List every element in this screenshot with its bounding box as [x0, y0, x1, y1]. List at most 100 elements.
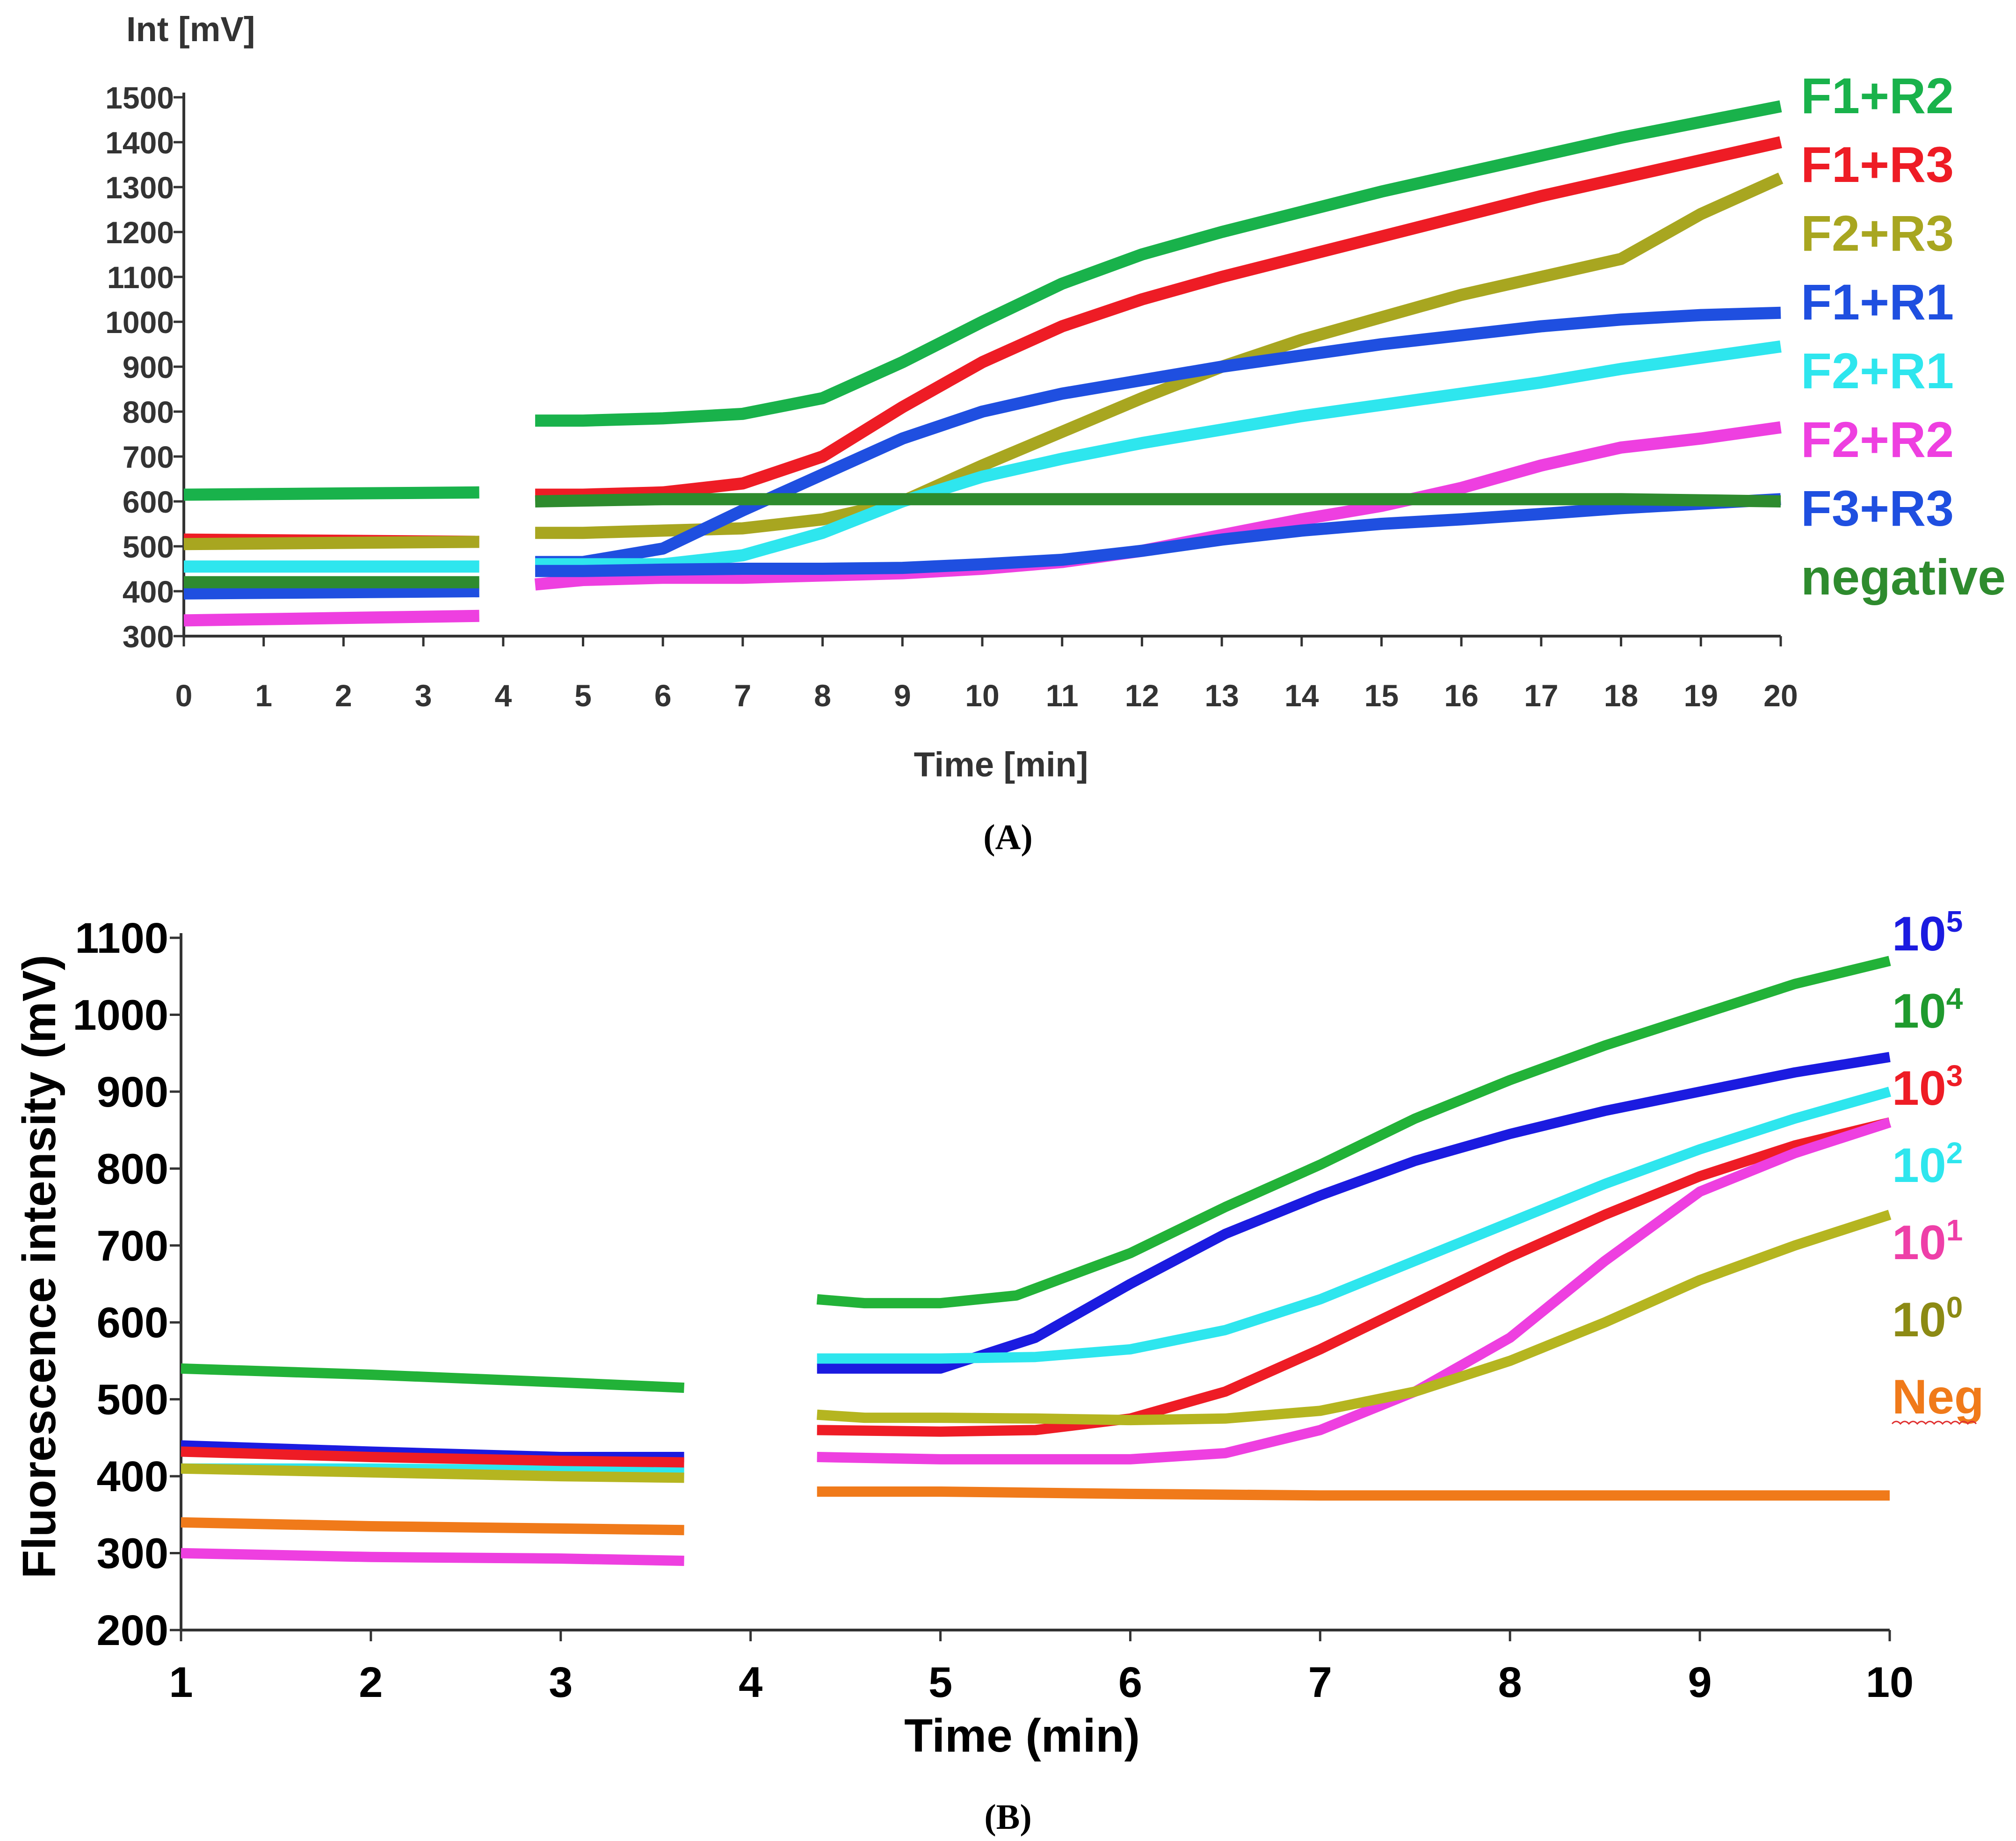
- panel-a-x-axis-label: Time [min]: [914, 745, 1088, 784]
- panel-a-legend: F1+R2 F1+R3 F2+R3 F1+R1 F2+R1 F2+R2 F3+R3 negat…: [1801, 67, 2006, 605]
- x-tick-label: 8: [1498, 1659, 1522, 1706]
- y-tick-label: 400: [97, 1453, 169, 1500]
- legend-entry: 102: [1892, 1136, 1963, 1193]
- series-line-10-5: [817, 1052, 1891, 1374]
- legend-entry: F1+R1: [1801, 274, 1954, 330]
- panel-b-axes: 200 300 400 500 600 700 800 900 1000 1100 1 2 3 4 5 6 7 8…: [73, 914, 1914, 1706]
- x-tick-label: 7: [1308, 1659, 1332, 1706]
- y-tick-label: 800: [123, 395, 174, 429]
- panel-b-legend: 105 104 103 102 101 100 Neg: [1891, 905, 1984, 1425]
- x-tick-label: 4: [739, 1659, 762, 1706]
- legend-entry: Neg: [1892, 1370, 1984, 1424]
- panel-b-chart: Fluorescence intensity (mV) Time (min) 2…: [13, 905, 1984, 1837]
- y-tick-label: 900: [123, 350, 174, 384]
- legend-entry: 103: [1892, 1059, 1963, 1116]
- x-tick-label: 1: [255, 678, 272, 713]
- y-tick-label: 700: [97, 1222, 169, 1270]
- x-tick-label: 15: [1364, 678, 1399, 713]
- y-tick-label: 1100: [75, 914, 168, 962]
- series-line-10-1: [181, 1548, 684, 1566]
- panel-a-series: [183, 100, 1784, 627]
- x-tick-label: 11: [1046, 678, 1079, 713]
- y-tick-label: 1300: [105, 170, 174, 205]
- y-tick-label: 1000: [105, 305, 174, 340]
- legend-entry: F2+R3: [1801, 205, 1954, 261]
- x-tick-label: 1: [169, 1659, 193, 1706]
- series-line-f2-r3: [183, 536, 479, 551]
- y-tick-label: 600: [123, 485, 174, 519]
- x-tick-label: 3: [549, 1659, 573, 1706]
- series-line-f1-r3: [535, 136, 1782, 501]
- legend-entry: 101: [1892, 1213, 1963, 1270]
- x-tick-label: 12: [1125, 678, 1159, 713]
- y-tick-label: 1400: [105, 125, 174, 160]
- y-tick-label: 1100: [107, 260, 174, 295]
- panel-b-y-axis-label: Fluorescence intensity (mV): [13, 955, 65, 1579]
- series-line-10-4: [181, 1363, 685, 1393]
- series-line-f1-r2: [535, 100, 1782, 427]
- panel-b-caption: (B): [984, 1798, 1031, 1837]
- series-line-f1-r2: [183, 486, 479, 501]
- x-tick-label: 9: [894, 678, 911, 713]
- panel-a-axes: 300 400 500 600 700 800 900 1000 1100 1200 1300 140…: [105, 80, 1798, 713]
- x-tick-label: 6: [654, 678, 672, 713]
- x-tick-label: 2: [359, 1659, 383, 1706]
- y-tick-label: 600: [97, 1299, 169, 1347]
- y-tick-label: 700: [123, 440, 174, 474]
- y-tick-label: 200: [97, 1607, 169, 1654]
- series-line-10-1: [817, 1117, 1892, 1464]
- y-tick-label: 1500: [105, 80, 174, 115]
- legend-entry: F1+R3: [1801, 136, 1954, 193]
- legend-entry: 100: [1892, 1290, 1963, 1347]
- y-tick-label: 300: [123, 619, 174, 654]
- x-tick-label: 14: [1284, 678, 1319, 713]
- panel-a-chart: Int [mV] Time [min] 300 400 500 600 700 800 90…: [105, 10, 2006, 857]
- y-tick-label: 900: [97, 1068, 169, 1116]
- legend-entry: F3+R3: [1801, 480, 1954, 536]
- panel-a-y-axis-label: Int [mV]: [126, 10, 255, 49]
- x-tick-label: 17: [1524, 678, 1558, 713]
- x-tick-label: 5: [928, 1659, 952, 1706]
- series-line-f2-r1: [535, 340, 1782, 571]
- legend-entry: F2+R1: [1801, 342, 1954, 399]
- x-tick-label: 19: [1684, 678, 1718, 713]
- series-line-10-3: [817, 1117, 1891, 1437]
- x-tick-label: 9: [1688, 1659, 1712, 1706]
- x-tick-label: 10: [965, 678, 999, 713]
- y-tick-label: 1200: [105, 215, 174, 250]
- x-tick-label: 8: [814, 678, 831, 713]
- y-tick-label: 500: [97, 1376, 169, 1424]
- x-tick-label: 16: [1444, 678, 1478, 713]
- series-line-10-3: [181, 1446, 684, 1468]
- x-tick-label: 3: [415, 678, 432, 713]
- series-line-10-4: [816, 956, 1891, 1309]
- series-line-f3-r3: [535, 493, 1781, 577]
- y-tick-label: 800: [97, 1145, 169, 1193]
- series-line-f1-r1: [535, 306, 1781, 568]
- y-tick-label: 300: [97, 1530, 169, 1578]
- legend-entry: negative: [1801, 549, 2006, 605]
- x-tick-label: 7: [734, 678, 752, 713]
- legend-entry: F2+R2: [1801, 411, 1954, 468]
- series-line-f1-r1: [183, 585, 479, 600]
- y-tick-label: 500: [123, 529, 174, 564]
- legend-entry: 104: [1892, 982, 1963, 1038]
- x-tick-label: 4: [494, 678, 512, 713]
- x-tick-label: 18: [1604, 678, 1638, 713]
- series-line-neg: [817, 1486, 1890, 1501]
- series-line-10-0: [816, 1210, 1892, 1426]
- series-line-f2-r3: [535, 172, 1784, 539]
- panel-a-caption: (A): [983, 818, 1033, 857]
- y-tick-label: 400: [123, 574, 174, 609]
- spellcheck-underline: [1891, 1421, 1977, 1425]
- x-tick-label: 5: [574, 678, 592, 713]
- legend-entry: F1+R2: [1801, 67, 1954, 124]
- series-line-10-0: [181, 1463, 684, 1483]
- series-line-neg: [181, 1517, 684, 1536]
- x-tick-label: 2: [335, 678, 352, 713]
- panel-b-series: [181, 956, 1892, 1566]
- x-tick-label: 10: [1866, 1659, 1914, 1706]
- series-line-negative: [535, 493, 1781, 507]
- panel-b-x-axis-label: Time (min): [904, 1710, 1140, 1762]
